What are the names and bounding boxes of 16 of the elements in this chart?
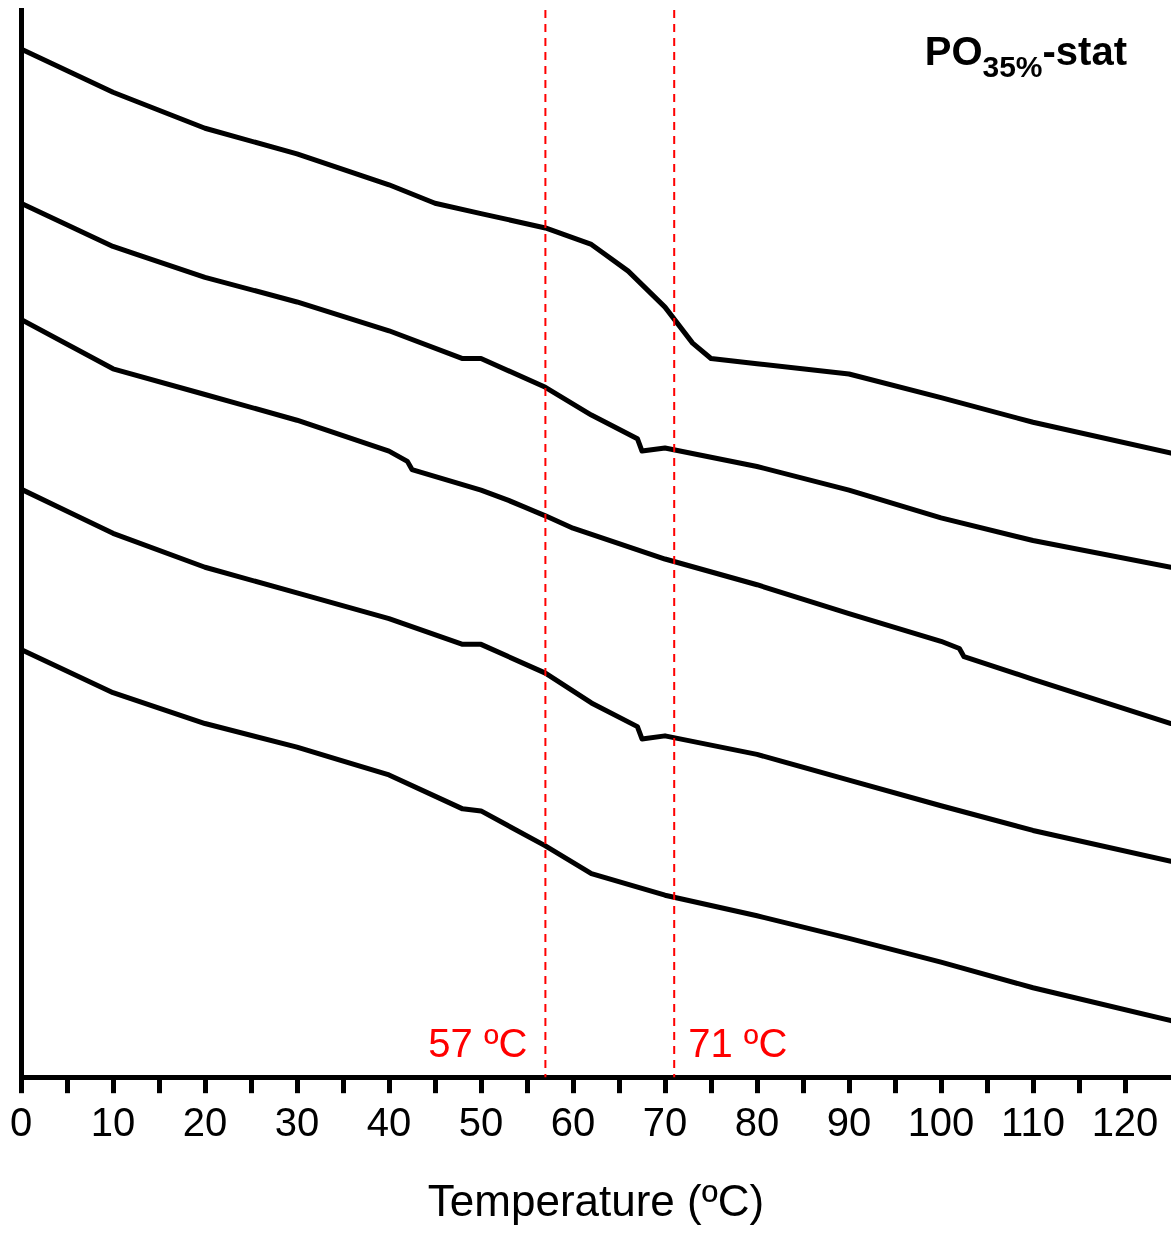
x-tick-label: 100 bbox=[907, 1100, 975, 1145]
x-tick-label: 110 bbox=[1001, 1100, 1065, 1145]
x-tick-label: 0 bbox=[9, 1100, 33, 1145]
x-tick-label: 30 bbox=[274, 1100, 320, 1145]
ref-line-label: 71 ºC bbox=[688, 1021, 788, 1066]
x-tick-label: 10 bbox=[90, 1100, 136, 1145]
x-tick-label: 60 bbox=[550, 1100, 596, 1145]
x-tick-label: 20 bbox=[182, 1100, 228, 1145]
x-axis-title: Temperature (ºC) bbox=[427, 1175, 765, 1225]
x-tick-label: 50 bbox=[458, 1100, 504, 1145]
x-tick-label: 80 bbox=[734, 1100, 780, 1145]
x-tick-label: 40 bbox=[366, 1100, 412, 1145]
ref-line-label: 57 ºC bbox=[428, 1021, 528, 1066]
x-tick-label: 70 bbox=[642, 1100, 688, 1145]
x-tick-label: 90 bbox=[826, 1100, 872, 1145]
x-tick-label: 120 bbox=[1091, 1100, 1159, 1145]
